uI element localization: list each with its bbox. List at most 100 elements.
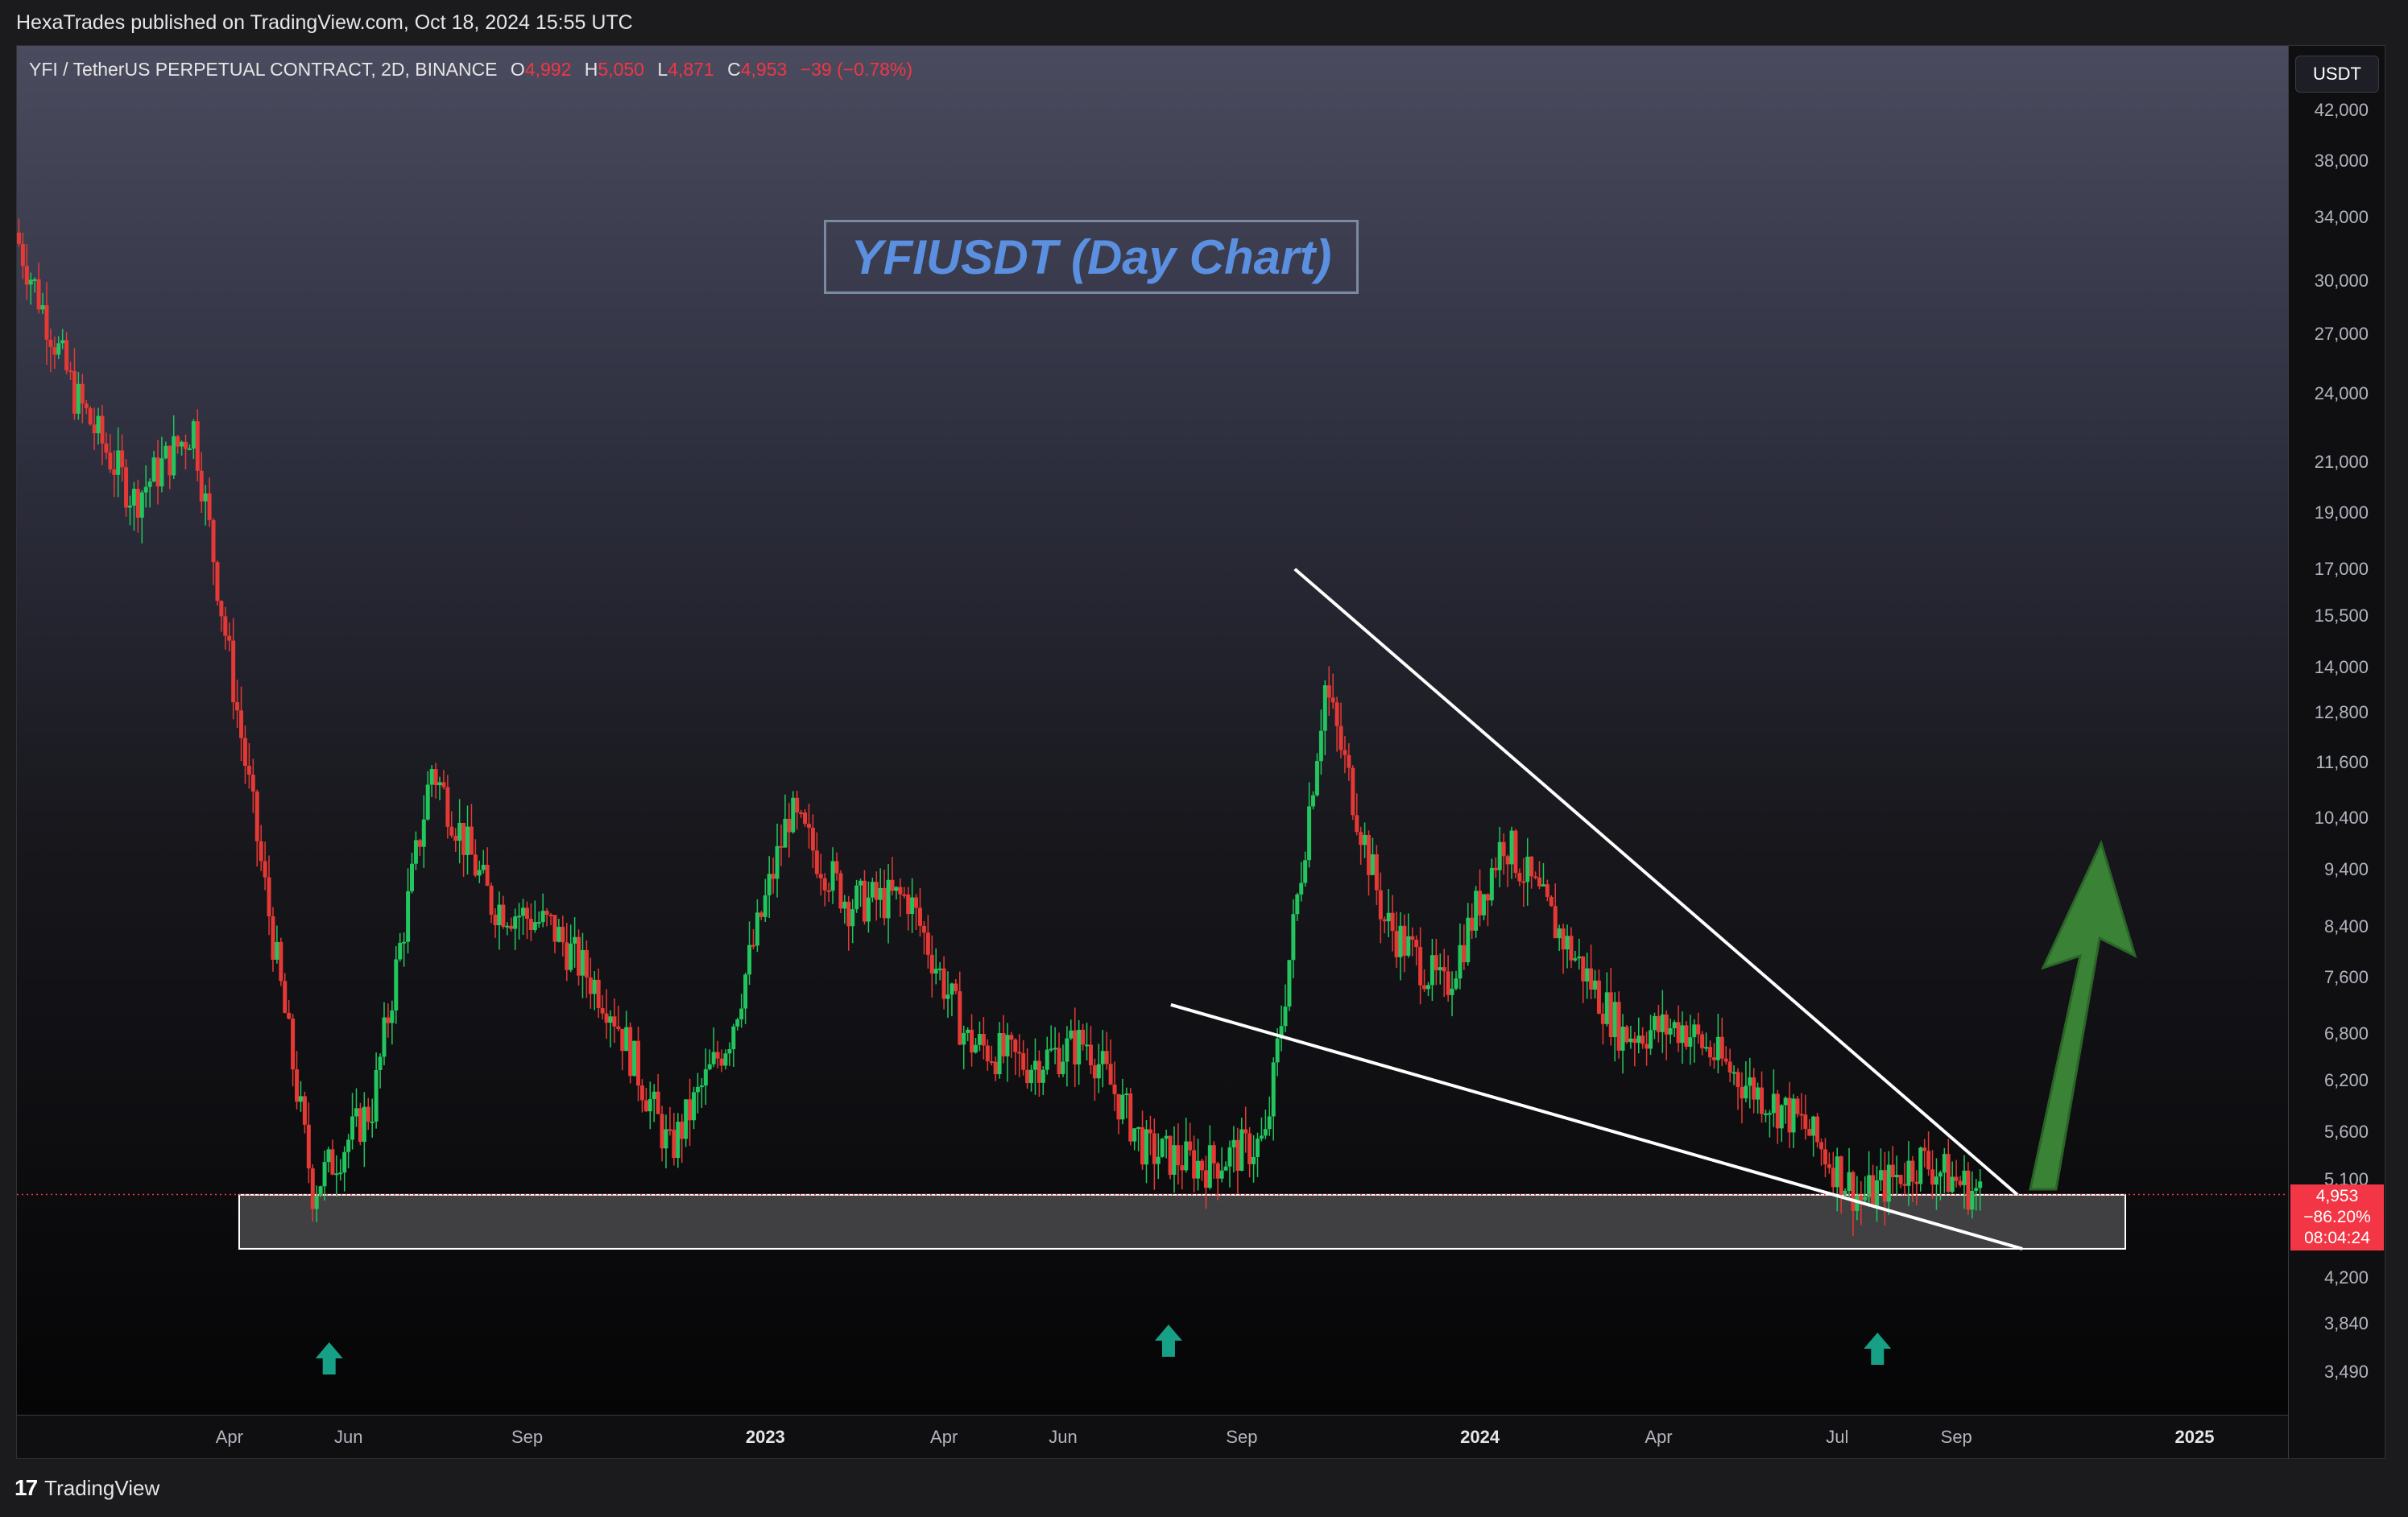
candle-body [966, 1029, 970, 1033]
candle-body [985, 1045, 990, 1062]
candle-body [1787, 1097, 1792, 1133]
candle-body [1616, 1002, 1621, 1051]
candle-body [1438, 967, 1442, 971]
support-up-arrow-icon [1864, 1333, 1892, 1365]
candle-body [96, 415, 101, 434]
candle-body [1203, 1170, 1208, 1188]
currency-button[interactable]: USDT [2295, 56, 2379, 93]
candle-body [386, 1017, 391, 1023]
candle-body [1684, 1025, 1689, 1047]
candle-body [1485, 894, 1490, 901]
candle-body [1815, 1116, 1820, 1143]
price-axis[interactable]: USDT 42,000 38,000 34,000 30,000 27,000 24,00… [2288, 46, 2385, 1458]
candle-body [1215, 1163, 1220, 1179]
candle-body [1065, 1038, 1070, 1062]
candle-body [203, 493, 208, 502]
candle-body [254, 792, 259, 841]
candle-body [168, 445, 172, 476]
price-tick-label: 27,000 [2314, 324, 2369, 345]
candle-body [1414, 940, 1419, 948]
candle-body [846, 901, 851, 927]
candle-body [608, 1016, 613, 1023]
candle-body [425, 784, 430, 820]
candle-body [1533, 876, 1538, 878]
candle-body [886, 879, 891, 919]
candle-body [1612, 1002, 1617, 1038]
candle-body [135, 488, 140, 518]
candle-body [1374, 854, 1379, 891]
candle-body [449, 826, 454, 836]
candle-body [715, 1052, 720, 1059]
candle-body [981, 1034, 986, 1046]
candle-body [64, 340, 69, 371]
candle-body [556, 927, 561, 942]
candle-body [822, 878, 827, 891]
candle-body [390, 1010, 395, 1023]
candle-body [1875, 1180, 1880, 1207]
candle-body [1351, 767, 1355, 816]
chart-frame[interactable]: YFI / TetherUS PERPETUAL CONTRACT, 2D, B… [16, 45, 2385, 1459]
candle-body [1628, 1038, 1633, 1043]
candle-body [1009, 1035, 1014, 1040]
candle-body [1561, 928, 1566, 950]
candle-body [1180, 1165, 1185, 1171]
candle-body [1593, 980, 1598, 990]
candle-body [362, 1106, 366, 1143]
candle-body [457, 822, 462, 841]
candle-body [1318, 730, 1323, 762]
candle-body [1704, 1047, 1709, 1049]
price-tick-label: 34,000 [2314, 207, 2369, 228]
time-tick-label: Apr [1645, 1427, 1673, 1447]
price-tick-label: 21,000 [2314, 451, 2369, 472]
candle-body [1256, 1139, 1260, 1157]
candle-body [1641, 1035, 1645, 1044]
candle-body [1359, 832, 1363, 845]
candle-body [413, 840, 418, 864]
candle-body [970, 1029, 974, 1053]
candle-body [116, 450, 121, 475]
tradingview-footer[interactable]: 17 TradingView [14, 1472, 159, 1504]
candle-body [1676, 1022, 1681, 1044]
candle-body [1711, 1057, 1716, 1060]
candle-body [1267, 1116, 1272, 1130]
price-tick-label: 7,600 [2323, 966, 2369, 987]
plot-area[interactable]: YFI / TetherUS PERPETUAL CONTRACT, 2D, B… [17, 46, 2288, 1415]
time-axis[interactable]: Apr Jun Sep 2023 Apr Jun Sep 2024 Apr Jul Sep 2025 [17, 1415, 2288, 1458]
candle-body [1049, 1048, 1053, 1051]
chart-title-box[interactable]: YFIUSDT (Day Chart) [824, 220, 1359, 294]
candle-body [1760, 1087, 1765, 1114]
candle-body [219, 601, 224, 617]
candle-body [787, 818, 792, 833]
candle-body [548, 915, 553, 917]
candle-body [1553, 906, 1558, 939]
candle-body [283, 981, 288, 1013]
candle-body [1557, 928, 1562, 939]
candle-body [977, 1034, 982, 1045]
candle-body [1918, 1147, 1923, 1184]
candle-body [36, 279, 41, 310]
candle-body [366, 1106, 370, 1122]
candle-body [1474, 891, 1479, 931]
candle-body [806, 824, 811, 829]
candle-body [17, 232, 21, 244]
candle-body [1478, 891, 1483, 916]
candle-body [184, 441, 188, 449]
candle-body [409, 863, 414, 891]
candle-body [1624, 1027, 1629, 1043]
candle-body [1649, 1030, 1653, 1049]
candle-body [763, 895, 767, 917]
candle-body [1608, 992, 1613, 1038]
legend-open-label: O [510, 59, 525, 80]
candle-body [1958, 1180, 1963, 1185]
candle-body [652, 1091, 656, 1100]
candle-body [1934, 1176, 1938, 1185]
candle-body [172, 436, 176, 476]
candle-body [1061, 1061, 1065, 1075]
candle-body [1243, 1129, 1248, 1134]
candle-body [517, 916, 522, 918]
candle-body [88, 408, 93, 425]
candle-body [1410, 936, 1415, 940]
candle-body [1422, 985, 1427, 990]
legend-close-label: C [727, 59, 741, 80]
candle-body [929, 954, 934, 974]
